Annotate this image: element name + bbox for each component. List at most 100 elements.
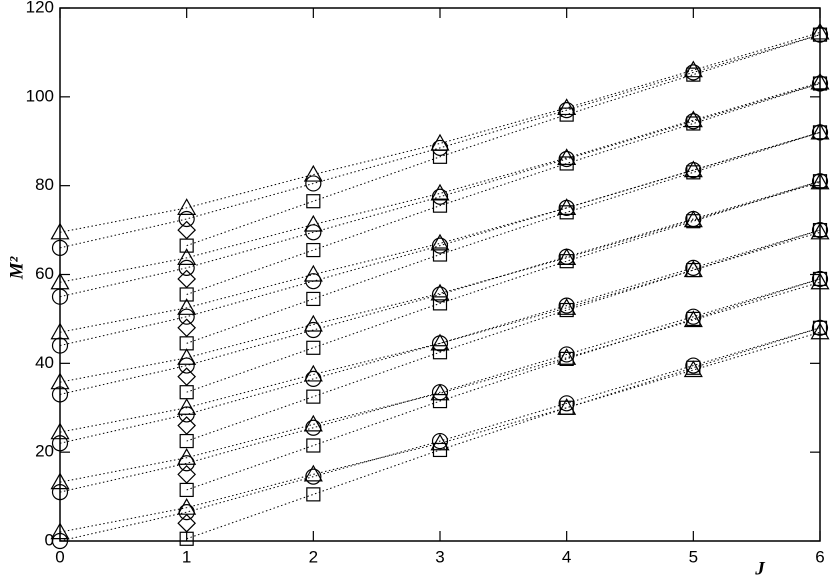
- circle-marker: [178, 308, 195, 325]
- circle-marker: [685, 357, 702, 374]
- trend-line: [59, 327, 821, 542]
- square-marker: [686, 214, 701, 229]
- square-marker: [432, 247, 448, 262]
- square-marker: [812, 76, 828, 91]
- triangle-marker: [50, 422, 70, 440]
- circle-marker: [178, 406, 195, 423]
- triangle-marker: [430, 183, 450, 201]
- square-marker: [432, 296, 448, 311]
- triangle-marker: [177, 448, 197, 465]
- circle-marker: [811, 75, 829, 92]
- triangle-marker: [683, 360, 703, 378]
- trend-line: [59, 131, 821, 333]
- square-marker: [559, 156, 574, 171]
- square-marker: [306, 487, 321, 502]
- triangle-marker: [50, 372, 70, 390]
- triangle-marker: [303, 364, 323, 382]
- circle-marker: [305, 468, 322, 485]
- square-marker: [432, 198, 448, 213]
- circle-marker: [305, 224, 322, 241]
- square-marker: [686, 165, 701, 180]
- circle-marker: [558, 199, 575, 216]
- diamond-marker: [177, 465, 197, 484]
- triangle-marker: [557, 348, 577, 365]
- triangle-marker: [810, 272, 830, 290]
- circle-marker: [305, 273, 322, 290]
- diamond-marker: [177, 220, 197, 240]
- triangle-marker: [683, 310, 703, 328]
- y-tick-label: 0: [45, 530, 54, 549]
- square-marker: [559, 254, 574, 269]
- trend-line: [59, 331, 821, 533]
- square-marker: [812, 174, 828, 189]
- triangle-marker: [50, 322, 70, 340]
- triangle-marker: [810, 322, 830, 340]
- trend-line: [59, 231, 821, 433]
- trend-line: [186, 278, 821, 491]
- trend-line: [59, 81, 821, 283]
- triangle-marker: [683, 160, 703, 178]
- circle-marker: [811, 173, 829, 190]
- diamond-marker: [177, 416, 197, 435]
- triangle-marker: [810, 22, 830, 40]
- square-marker: [432, 345, 448, 360]
- trend-line: [186, 131, 821, 344]
- circle-marker: [51, 532, 69, 550]
- triangle-marker: [303, 414, 323, 432]
- triangle-marker: [683, 60, 703, 78]
- circle-marker: [685, 259, 702, 276]
- square-marker: [686, 360, 701, 375]
- circle-marker: [558, 102, 575, 119]
- y-tick-label: 120: [26, 0, 54, 16]
- x-tick-label: 1: [182, 547, 191, 566]
- triangle-marker: [683, 110, 703, 128]
- trend-line: [59, 83, 821, 298]
- triangle-marker: [50, 472, 70, 490]
- x-tick-label: 6: [815, 547, 824, 566]
- trend-line: [186, 229, 821, 442]
- circle-marker: [431, 432, 449, 450]
- square-marker: [812, 125, 828, 140]
- circle-marker: [51, 337, 69, 354]
- circle-marker: [685, 210, 702, 228]
- circle-marker: [811, 270, 829, 288]
- circle-marker: [178, 210, 195, 228]
- y-tick-label: 60: [35, 264, 54, 283]
- triangle-marker: [303, 214, 323, 232]
- circle-marker: [558, 248, 575, 265]
- square-marker: [432, 149, 448, 164]
- square-marker: [559, 205, 574, 220]
- circle-marker: [685, 113, 702, 130]
- circle-marker: [558, 150, 575, 168]
- circle-marker: [685, 64, 702, 81]
- y-tick-label: 20: [35, 442, 54, 461]
- square-marker: [559, 302, 574, 318]
- triangle-marker: [303, 164, 323, 182]
- x-tick-label: 3: [435, 547, 444, 566]
- triangle-marker: [177, 248, 197, 265]
- square-marker: [812, 222, 828, 238]
- circle-marker: [811, 319, 829, 336]
- circle-marker: [558, 395, 575, 412]
- triangle-marker: [177, 198, 197, 215]
- circle-marker: [305, 321, 322, 339]
- square-marker: [686, 116, 701, 131]
- y-tick-label: 100: [26, 86, 54, 105]
- diamond-marker: [177, 318, 197, 338]
- triangle-marker: [810, 72, 830, 90]
- x-axis-title: J: [754, 558, 765, 579]
- triangle-marker: [430, 233, 450, 251]
- circle-marker: [431, 286, 449, 303]
- trend-line: [186, 327, 821, 540]
- square-marker: [306, 242, 321, 258]
- square-marker: [812, 27, 828, 42]
- circle-marker: [811, 124, 829, 141]
- square-marker: [686, 262, 701, 278]
- square-marker: [306, 438, 321, 453]
- x-tick-label: 4: [562, 547, 571, 566]
- circle-marker: [178, 455, 195, 472]
- circle-marker: [685, 308, 702, 325]
- x-tick-label: 0: [55, 547, 64, 566]
